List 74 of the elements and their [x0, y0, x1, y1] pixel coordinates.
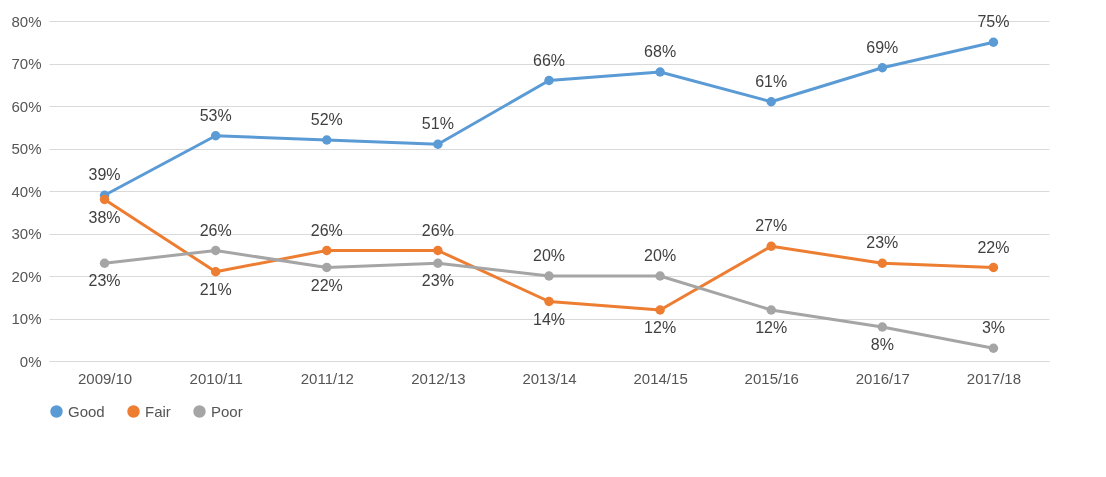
- data-label: 23%: [88, 272, 121, 290]
- y-tick-label: 80%: [11, 12, 42, 30]
- data-label: 23%: [866, 234, 899, 252]
- y-tick-label: 70%: [11, 55, 42, 72]
- point: [655, 67, 665, 77]
- point: [988, 262, 999, 273]
- point: [766, 97, 776, 107]
- data-label: 3%: [981, 319, 1006, 337]
- point: [544, 296, 554, 307]
- data-label: 14%: [532, 310, 566, 328]
- data-label: 20%: [644, 247, 677, 264]
- data-label: 27%: [755, 217, 788, 235]
- point: [210, 267, 221, 277]
- y-tick-label: 50%: [11, 140, 42, 157]
- x-tick-label: 2017/18: [966, 369, 1022, 387]
- point: [433, 245, 443, 256]
- data-label: 12%: [755, 319, 788, 336]
- point: [766, 241, 776, 251]
- y-tick-label: 10%: [11, 310, 42, 327]
- legend-label: Poor: [211, 402, 243, 420]
- data-label: 20%: [532, 247, 566, 264]
- point: [210, 131, 221, 141]
- point: [988, 343, 999, 353]
- point: [877, 258, 888, 268]
- data-label: 22%: [977, 238, 1010, 256]
- point: [210, 245, 221, 256]
- data-label: 38%: [88, 208, 121, 226]
- point: [766, 305, 776, 315]
- data-label: 51%: [421, 115, 454, 133]
- legend-label: Fair: [145, 402, 171, 420]
- data-label: 61%: [755, 72, 788, 90]
- data-label: 8%: [870, 336, 894, 353]
- point: [544, 271, 554, 281]
- point: [433, 258, 443, 268]
- point: [544, 75, 554, 86]
- data-label: 39%: [88, 166, 121, 184]
- data-label: 12%: [644, 319, 677, 336]
- point: [99, 258, 110, 268]
- x-tick-label: 2014/15: [633, 369, 688, 387]
- y-tick-label: 40%: [11, 182, 42, 200]
- point: [988, 37, 999, 47]
- point: [322, 245, 332, 256]
- data-label: 66%: [532, 51, 566, 69]
- data-label: 21%: [199, 280, 232, 298]
- data-label: 69%: [866, 38, 899, 56]
- point: [99, 194, 110, 205]
- point: [655, 271, 665, 281]
- x-tick-label: 2013/14: [522, 369, 577, 387]
- point: [433, 139, 443, 149]
- data-label: 52%: [310, 111, 343, 128]
- point: [877, 63, 888, 73]
- y-tick-label: 0%: [19, 352, 42, 370]
- x-tick-label: 2011/12: [300, 369, 354, 387]
- x-tick-label: 2016/17: [855, 369, 910, 387]
- point: [877, 322, 888, 332]
- y-tick-label: 30%: [11, 225, 42, 242]
- data-label: 26%: [199, 221, 232, 239]
- y-tick-label: 60%: [11, 97, 42, 115]
- data-label: 26%: [310, 221, 343, 239]
- point: [322, 262, 332, 273]
- point: [322, 135, 332, 145]
- x-tick-label: 2010/11: [189, 369, 243, 387]
- data-label: 23%: [421, 272, 454, 290]
- data-label: 53%: [199, 106, 232, 124]
- data-label: 75%: [977, 13, 1010, 31]
- data-label: 26%: [421, 221, 454, 239]
- x-tick-label: 2009/10: [77, 369, 133, 387]
- data-label: 22%: [310, 276, 343, 294]
- x-tick-label: 2015/16: [744, 369, 799, 387]
- y-tick-label: 20%: [11, 267, 42, 285]
- legend-label: Good: [68, 402, 105, 420]
- x-tick-label: 2012/13: [411, 369, 466, 387]
- data-label: 68%: [644, 43, 677, 60]
- point: [655, 305, 665, 315]
